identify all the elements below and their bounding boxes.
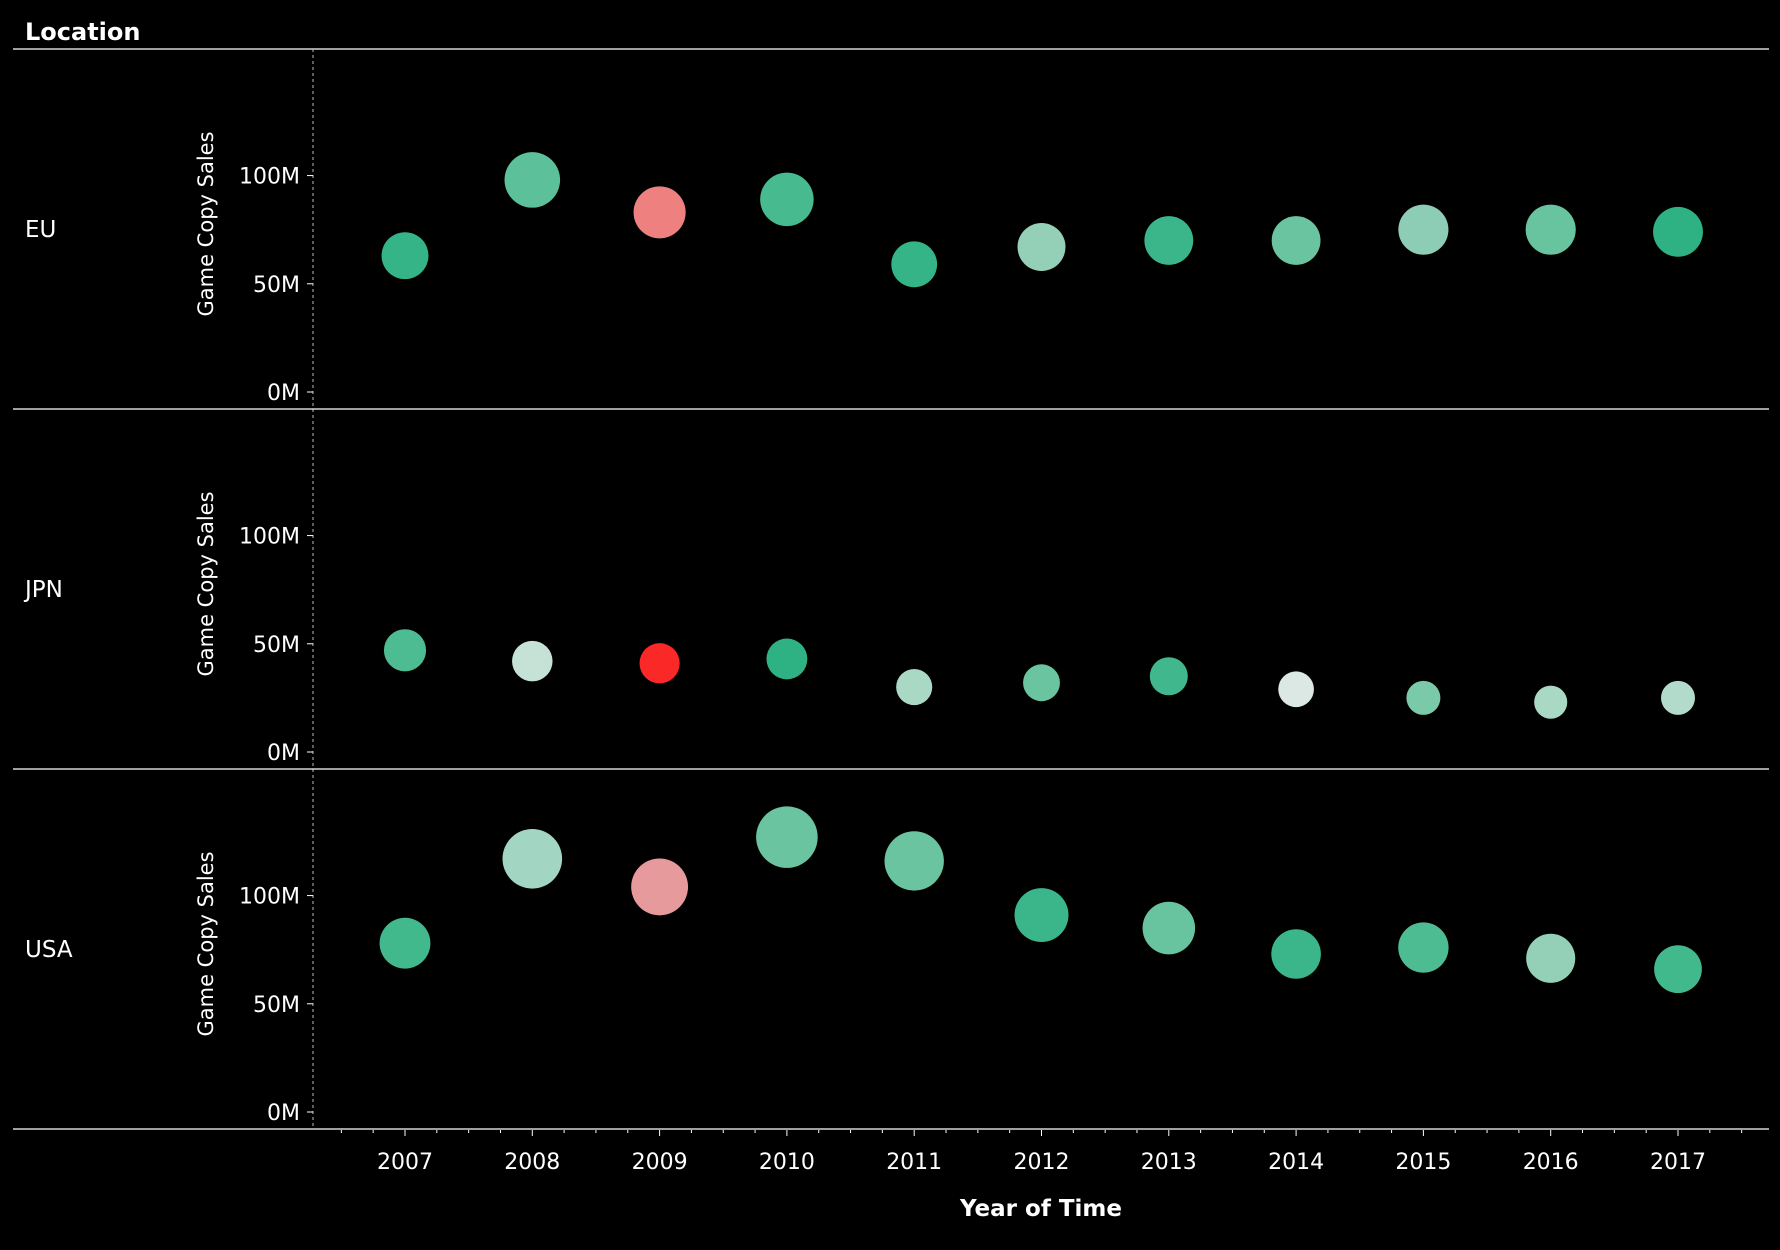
bubble-jpn-2014 bbox=[1278, 671, 1314, 708]
bubble-usa-2011 bbox=[884, 831, 944, 891]
bubble-jpn-2017 bbox=[1661, 680, 1695, 715]
x-tick-label-2009: 2009 bbox=[632, 1150, 688, 1175]
x-axis: 2007 2008 2009 2010 2011 2012 2013 2014 2015 2016… bbox=[340, 1130, 1743, 1175]
bubble-usa-2012 bbox=[1014, 888, 1069, 943]
x-axis-title: Year of Time bbox=[959, 1196, 1122, 1222]
y-tick-label: 0M bbox=[267, 1101, 300, 1126]
bubble-jpn-2012 bbox=[1023, 664, 1060, 702]
bubble-usa-2013 bbox=[1142, 901, 1196, 955]
x-tick-label-2007: 2007 bbox=[377, 1150, 433, 1175]
bubble-eu-2013 bbox=[1144, 216, 1194, 265]
y-tick-label: 100M bbox=[239, 885, 300, 910]
y-tick-label: 50M bbox=[253, 993, 300, 1018]
x-tick-label-2013: 2013 bbox=[1141, 1150, 1197, 1175]
bubble-usa-2016 bbox=[1526, 933, 1576, 983]
bubble-eu-2007 bbox=[381, 232, 429, 280]
row-label-jpn: JPN bbox=[23, 577, 63, 603]
bubble-jpn-2008 bbox=[512, 640, 553, 682]
x-tick-label-2014: 2014 bbox=[1268, 1150, 1324, 1175]
bubble-eu-2014 bbox=[1271, 216, 1321, 265]
row-label-usa: USA bbox=[25, 937, 73, 963]
bubble-jpn-2010 bbox=[766, 638, 808, 680]
bubble-eu-2016 bbox=[1525, 204, 1576, 255]
bubble-usa-2014 bbox=[1271, 929, 1321, 979]
bubble-usa-2009 bbox=[631, 858, 689, 916]
bubble-jpn-2007 bbox=[383, 629, 427, 672]
y-tick-label: 0M bbox=[267, 381, 300, 406]
y-tick-label: 50M bbox=[253, 633, 300, 658]
bubble-eu-2009 bbox=[633, 186, 686, 239]
y-axis-title: Game Copy Sales bbox=[194, 491, 218, 676]
bubble-jpn-2009 bbox=[639, 643, 680, 684]
bubble-usa-2017 bbox=[1654, 945, 1702, 994]
bubble-usa-2007 bbox=[379, 917, 431, 969]
bubble-jpn-2011 bbox=[896, 669, 933, 706]
bubble-eu-2015 bbox=[1398, 204, 1449, 255]
bubble-eu-2012 bbox=[1017, 222, 1066, 272]
x-tick-label-2017: 2017 bbox=[1650, 1150, 1706, 1175]
bubble-usa-2008 bbox=[502, 828, 563, 889]
bubble-eu-2011 bbox=[891, 241, 938, 288]
bubble-eu-2017 bbox=[1653, 206, 1703, 257]
x-tick-label-2012: 2012 bbox=[1014, 1150, 1070, 1175]
row-label-eu: EU bbox=[25, 217, 56, 243]
x-tick-label-2016: 2016 bbox=[1523, 1150, 1579, 1175]
bubble-usa-2015 bbox=[1398, 922, 1449, 973]
x-tick-label-2015: 2015 bbox=[1395, 1150, 1451, 1175]
bubble-jpn-2013 bbox=[1149, 657, 1188, 696]
y-tick-label: 50M bbox=[253, 273, 300, 298]
bubble-jpn-2015 bbox=[1406, 680, 1441, 715]
chart-rows: EU Game Copy Sales 0M 50M 100M JPN Game Copy S… bbox=[13, 131, 1769, 1130]
y-tick-label: 100M bbox=[239, 165, 300, 190]
x-tick-label-2008: 2008 bbox=[504, 1150, 560, 1175]
location-header: Location bbox=[25, 18, 140, 46]
bubble-jpn-2016 bbox=[1534, 685, 1568, 719]
y-axis-title: Game Copy Sales bbox=[194, 851, 218, 1036]
x-tick-label-2011: 2011 bbox=[886, 1150, 942, 1175]
y-axis-title: Game Copy Sales bbox=[194, 131, 218, 316]
y-tick-label: 0M bbox=[267, 741, 300, 766]
x-tick-label-2010: 2010 bbox=[759, 1150, 815, 1175]
bubble-eu-2010 bbox=[760, 172, 814, 227]
bubble-usa-2010 bbox=[756, 806, 818, 868]
y-tick-label: 100M bbox=[239, 525, 300, 550]
bubble-eu-2008 bbox=[504, 152, 561, 208]
